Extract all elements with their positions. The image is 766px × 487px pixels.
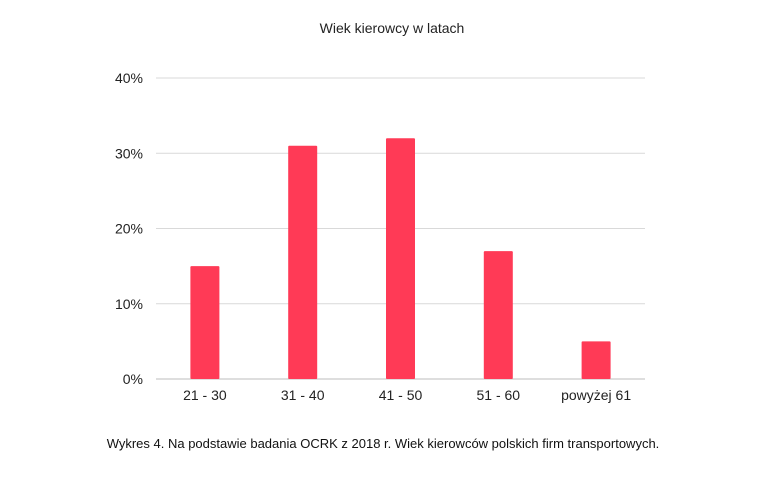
bar-chart: Wiek kierowcy w latach 0% 10% 20% 30% 40% 21… [115, 20, 645, 403]
y-tick-label: 0% [123, 371, 143, 387]
x-tick-label: 21 - 30 [183, 387, 227, 403]
figure-caption: Wykres 4. Na podstawie badania OCRK z 20… [106, 436, 660, 451]
bar [483, 251, 513, 379]
chart-title: Wiek kierowcy w latach [320, 20, 465, 36]
bar [386, 138, 415, 379]
y-tick-label: 10% [115, 296, 143, 312]
bar [288, 145, 318, 379]
y-tick-label: 20% [115, 221, 143, 237]
y-tick-label: 30% [115, 145, 143, 161]
bar [190, 266, 220, 379]
bars [190, 138, 611, 379]
x-tick-label: powyżej 61 [561, 387, 631, 403]
y-tick-label: 40% [115, 70, 143, 86]
x-tick-label: 41 - 50 [379, 387, 423, 403]
x-tick-label: 31 - 40 [281, 387, 325, 403]
x-tick-label: 51 - 60 [477, 387, 521, 403]
bar [581, 341, 611, 379]
x-axis-ticks: 21 - 30 31 - 40 41 - 50 51 - 60 powyżej 61 [183, 387, 631, 403]
y-axis-ticks: 0% 10% 20% 30% 40% [115, 70, 143, 387]
